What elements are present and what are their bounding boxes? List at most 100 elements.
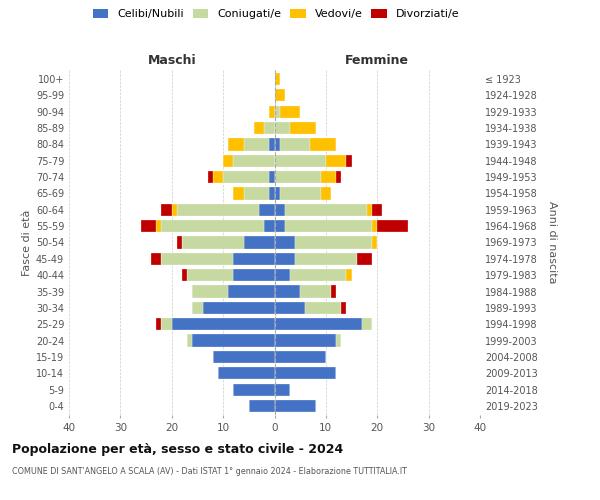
Bar: [223, 154, 233, 167]
Bar: [275, 138, 280, 150]
Bar: [275, 400, 316, 412]
Bar: [177, 204, 259, 216]
Bar: [254, 122, 264, 134]
Bar: [259, 204, 275, 216]
Bar: [161, 220, 264, 232]
Bar: [213, 171, 223, 183]
Bar: [228, 138, 244, 150]
Bar: [285, 204, 367, 216]
Bar: [290, 122, 316, 134]
Bar: [310, 138, 336, 150]
Bar: [367, 204, 372, 216]
Bar: [321, 188, 331, 200]
Bar: [161, 318, 172, 330]
Bar: [331, 286, 336, 298]
Bar: [362, 318, 372, 330]
Bar: [372, 220, 377, 232]
Y-axis label: Fasce di età: Fasce di età: [22, 210, 32, 276]
Text: COMUNE DI SANT'ANGELO A SCALA (AV) - Dati ISTAT 1° gennaio 2024 - Elaborazione T: COMUNE DI SANT'ANGELO A SCALA (AV) - Dat…: [12, 468, 407, 476]
Bar: [377, 220, 408, 232]
Bar: [228, 286, 275, 298]
Bar: [187, 269, 233, 281]
Bar: [346, 154, 352, 167]
Bar: [290, 269, 346, 281]
Bar: [275, 318, 362, 330]
Bar: [275, 334, 336, 346]
Bar: [275, 188, 280, 200]
Bar: [275, 269, 290, 281]
Bar: [172, 318, 275, 330]
Bar: [275, 236, 295, 248]
Bar: [336, 334, 341, 346]
Bar: [182, 269, 187, 281]
Bar: [249, 400, 275, 412]
Bar: [275, 171, 321, 183]
Bar: [346, 269, 352, 281]
Bar: [275, 106, 280, 118]
Bar: [233, 188, 244, 200]
Bar: [269, 138, 275, 150]
Bar: [151, 252, 161, 265]
Bar: [300, 286, 331, 298]
Bar: [157, 318, 161, 330]
Legend: Celibi/Nubili, Coniugati/e, Vedovi/e, Divorziati/e: Celibi/Nubili, Coniugati/e, Vedovi/e, Di…: [89, 6, 463, 22]
Bar: [275, 367, 336, 380]
Bar: [157, 220, 161, 232]
Bar: [203, 302, 275, 314]
Bar: [233, 384, 275, 396]
Text: Femmine: Femmine: [345, 54, 409, 68]
Bar: [356, 252, 372, 265]
Bar: [326, 154, 346, 167]
Bar: [280, 106, 300, 118]
Bar: [341, 302, 346, 314]
Y-axis label: Anni di nascita: Anni di nascita: [547, 201, 557, 283]
Bar: [208, 171, 213, 183]
Bar: [177, 236, 182, 248]
Bar: [372, 236, 377, 248]
Bar: [187, 334, 193, 346]
Bar: [275, 302, 305, 314]
Bar: [244, 138, 269, 150]
Bar: [233, 154, 275, 167]
Bar: [161, 204, 172, 216]
Bar: [295, 252, 357, 265]
Bar: [244, 236, 275, 248]
Bar: [264, 122, 275, 134]
Bar: [321, 171, 336, 183]
Bar: [233, 269, 275, 281]
Bar: [372, 204, 382, 216]
Bar: [275, 122, 290, 134]
Bar: [182, 236, 244, 248]
Text: Popolazione per età, sesso e stato civile - 2024: Popolazione per età, sesso e stato civil…: [12, 442, 343, 456]
Bar: [295, 236, 372, 248]
Bar: [269, 106, 275, 118]
Bar: [280, 138, 310, 150]
Bar: [161, 252, 233, 265]
Bar: [244, 188, 269, 200]
Bar: [275, 204, 285, 216]
Bar: [192, 302, 203, 314]
Bar: [305, 302, 341, 314]
Bar: [275, 89, 285, 102]
Bar: [336, 171, 341, 183]
Bar: [193, 334, 275, 346]
Bar: [285, 220, 372, 232]
Bar: [172, 204, 177, 216]
Bar: [141, 220, 157, 232]
Bar: [218, 367, 275, 380]
Bar: [275, 73, 280, 85]
Bar: [275, 252, 295, 265]
Bar: [264, 220, 275, 232]
Bar: [223, 171, 269, 183]
Bar: [269, 171, 275, 183]
Text: Maschi: Maschi: [148, 54, 196, 68]
Bar: [233, 252, 275, 265]
Bar: [280, 188, 321, 200]
Bar: [213, 351, 275, 363]
Bar: [275, 154, 326, 167]
Bar: [275, 384, 290, 396]
Bar: [269, 188, 275, 200]
Bar: [275, 286, 300, 298]
Bar: [192, 286, 228, 298]
Bar: [275, 351, 326, 363]
